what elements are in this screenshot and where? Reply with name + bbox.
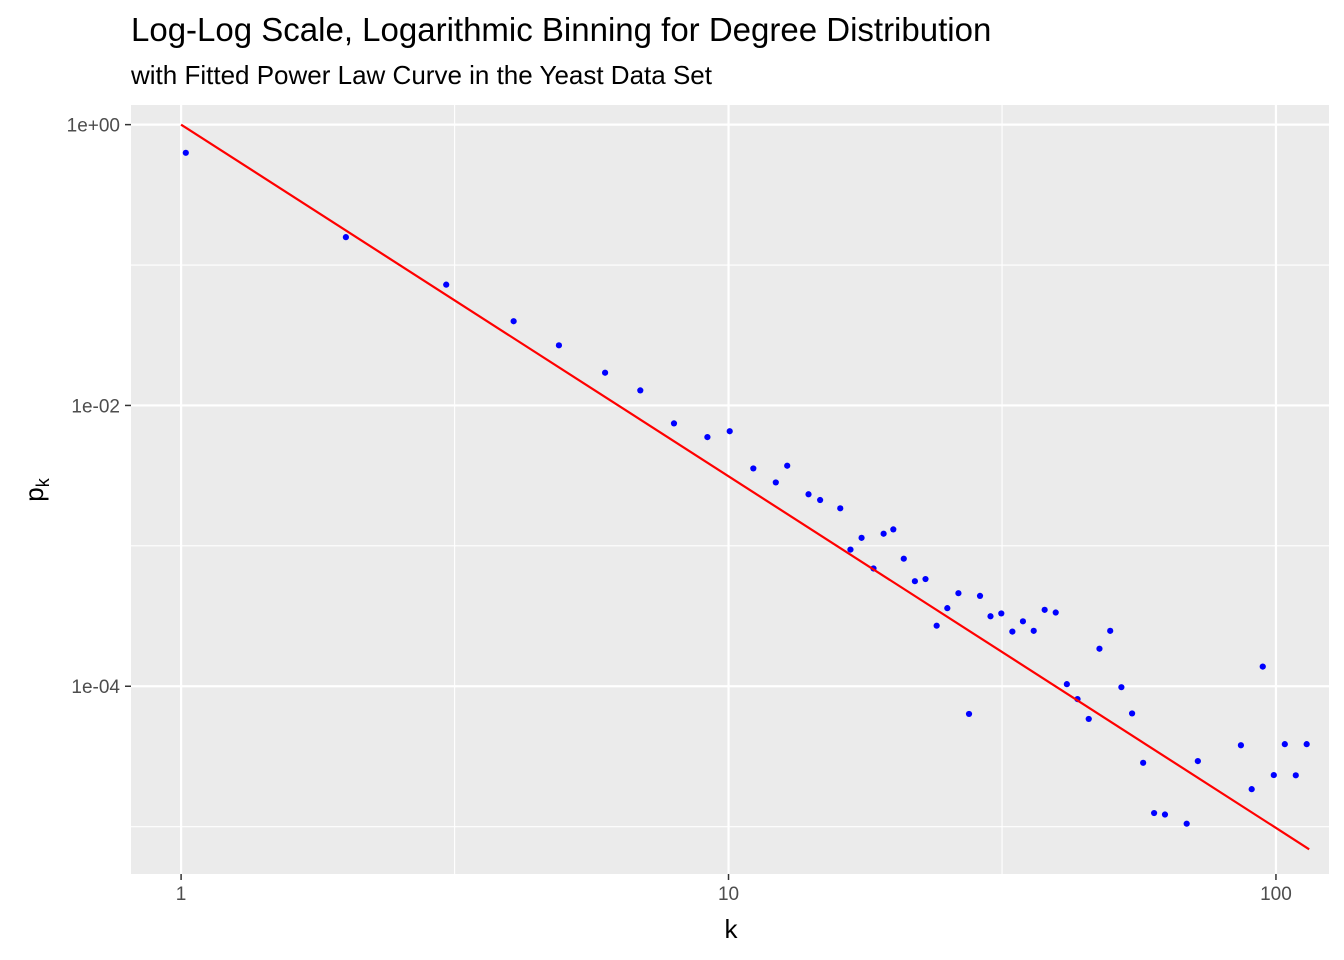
chart-title: Log-Log Scale, Logarithmic Binning for D…	[131, 11, 991, 48]
data-point	[1085, 715, 1092, 723]
y-tick-label: 1e-02	[71, 396, 120, 417]
data-point	[1096, 645, 1103, 652]
y-axis-title-main: p	[19, 487, 49, 501]
data-point	[510, 318, 517, 325]
data-point	[911, 578, 918, 585]
data-point	[1270, 771, 1277, 779]
data-point	[1140, 759, 1147, 766]
data-point	[1259, 663, 1266, 670]
data-point	[900, 555, 907, 562]
data-point	[976, 592, 984, 600]
data-point	[847, 546, 854, 553]
data-point	[944, 605, 951, 612]
data-point	[955, 590, 962, 597]
data-point	[837, 505, 844, 512]
data-point	[1292, 772, 1299, 779]
x-tick-label: 1	[176, 884, 187, 905]
data-point	[182, 149, 189, 156]
y-axis-title: pk	[19, 477, 53, 501]
data-point	[817, 496, 824, 504]
data-point	[1161, 811, 1169, 818]
data-point	[1194, 758, 1201, 765]
data-point	[342, 234, 349, 241]
fitted-power-law-line	[180, 123, 1310, 851]
data-point	[933, 622, 940, 629]
data-point	[1052, 609, 1059, 616]
data-point	[922, 575, 929, 583]
y-axis: 1e+00 1e-02 1e-04	[67, 116, 131, 698]
minor-gridlines	[131, 105, 1329, 874]
plot-panel	[131, 105, 1329, 874]
data-point	[1248, 786, 1255, 793]
data-point	[750, 465, 757, 472]
data-point	[805, 491, 812, 498]
data-point	[1281, 741, 1288, 748]
data-point	[601, 369, 609, 376]
data-points	[182, 149, 1310, 827]
x-axis-title: k	[725, 914, 739, 944]
data-point	[1237, 742, 1245, 749]
y-tick-label: 1e-04	[71, 677, 120, 698]
data-point	[1128, 710, 1136, 717]
x-axis: 1 10 100	[176, 874, 1292, 905]
data-point	[772, 479, 779, 486]
chart-subtitle: with Fitted Power Law Curve in the Yeast…	[130, 60, 713, 90]
data-point	[1151, 809, 1158, 817]
data-point	[998, 610, 1005, 617]
data-point	[555, 342, 563, 349]
y-axis-title-subscript: k	[33, 477, 53, 487]
major-gridlines	[131, 105, 1329, 874]
data-point	[637, 387, 644, 394]
data-point	[1030, 627, 1037, 634]
data-point	[1019, 618, 1027, 625]
data-point	[880, 530, 887, 537]
data-point	[1107, 627, 1114, 634]
data-point	[726, 428, 733, 435]
data-point	[1303, 741, 1310, 748]
data-point	[443, 281, 450, 288]
data-point	[1063, 681, 1070, 688]
data-point	[858, 534, 865, 541]
fit-line-segment	[180, 123, 1310, 851]
data-point	[1183, 820, 1190, 827]
data-point	[987, 613, 994, 620]
data-point	[1041, 606, 1048, 613]
data-point	[890, 526, 897, 533]
x-tick-label: 10	[718, 884, 739, 905]
data-point	[1118, 684, 1125, 691]
y-tick-label: 1e+00	[67, 116, 120, 137]
data-point	[670, 420, 678, 427]
data-point	[784, 462, 791, 469]
data-point	[1009, 628, 1016, 635]
data-point	[965, 710, 973, 718]
data-point	[704, 434, 711, 441]
x-tick-label: 100	[1260, 884, 1292, 905]
